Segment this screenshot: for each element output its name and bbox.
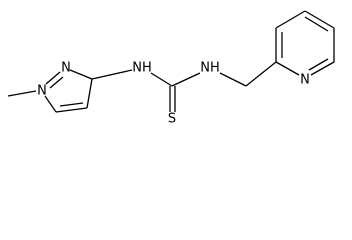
atom-label: N (61, 61, 71, 76)
bond (86, 78, 93, 109)
bond (304, 16, 329, 32)
bond (69, 69, 93, 80)
bonds (7, 10, 335, 113)
atom-label: S (168, 112, 176, 127)
bond (304, 10, 335, 29)
bond (49, 76, 64, 89)
atom-label: N (300, 73, 310, 88)
bond (275, 61, 300, 76)
bond (59, 102, 84, 107)
bond (310, 61, 335, 76)
bond (45, 71, 61, 85)
bond (171, 72, 201, 87)
atom-labels: N N NH S NH N (37, 61, 310, 127)
bond (44, 95, 57, 113)
bond (308, 58, 329, 71)
bond (245, 61, 277, 87)
atom-label: NH (200, 61, 220, 76)
bond (55, 107, 88, 113)
atom-label: NH (132, 61, 152, 76)
bond (91, 69, 133, 80)
atom-label: N (37, 84, 47, 99)
bond (275, 10, 306, 29)
structure-diagram: N N NH S NH N (7, 10, 335, 127)
bond (7, 90, 37, 97)
bond (219, 72, 247, 87)
bond (150, 72, 173, 87)
